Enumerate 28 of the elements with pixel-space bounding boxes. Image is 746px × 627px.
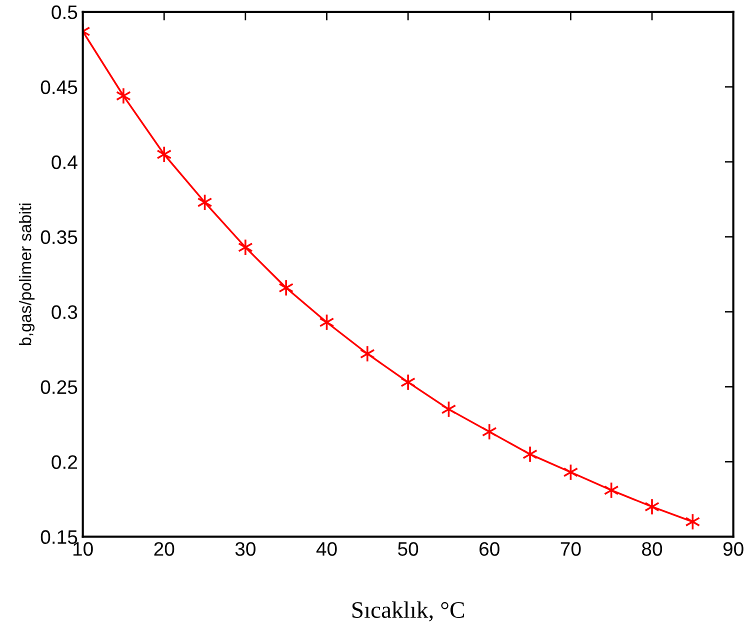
x-axis-title: Sıcaklık, °C	[352, 601, 464, 622]
x-tick-label: 70	[560, 542, 581, 556]
y-tick-label: 0.5	[52, 5, 78, 20]
y-tick-label: 0.25	[40, 380, 78, 394]
point	[360, 345, 375, 362]
x-tick-label: 90	[723, 542, 744, 556]
x-tick-label: 40	[316, 542, 337, 556]
point	[238, 238, 253, 256]
x-tick-label: 20	[154, 542, 174, 556]
y-tick-label: 0.4	[52, 155, 78, 170]
y-axis-title: b,gas/polimer sabiti	[19, 204, 35, 346]
point	[156, 146, 172, 163]
point	[400, 374, 416, 391]
x-tick-label: 10	[73, 542, 93, 556]
x-tick-label: 80	[642, 542, 662, 556]
y-tick-label: 0.3	[52, 305, 78, 320]
y-tick-label: 0.35	[40, 230, 78, 244]
point	[522, 446, 538, 463]
point	[278, 279, 294, 296]
x-tick-label: 60	[480, 542, 500, 556]
y-tick-label: 0.2	[52, 455, 77, 469]
y-tick-label: 0.15	[40, 530, 78, 544]
point	[644, 498, 660, 516]
point	[116, 87, 131, 104]
x-tick-label: 30	[235, 542, 256, 556]
y-tick-label: 0.45	[40, 80, 78, 94]
x-tick-label: 50	[398, 542, 418, 556]
point	[482, 423, 497, 440]
